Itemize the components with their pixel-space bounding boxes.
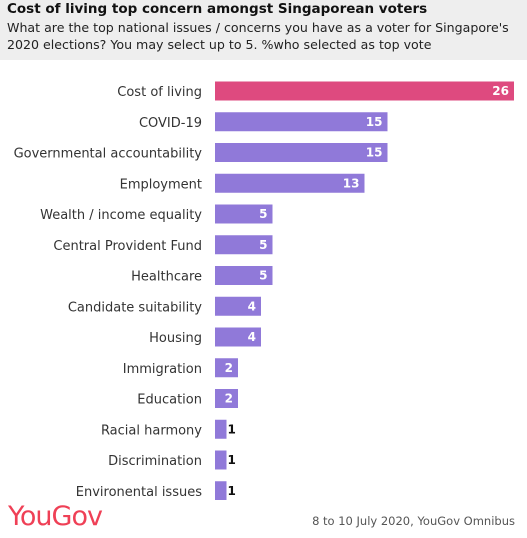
- value-label: 26: [492, 84, 509, 98]
- bar: [215, 358, 238, 378]
- bar: [215, 266, 273, 285]
- value-label: 1: [228, 422, 236, 436]
- chart-subtitle: What are the top national issues / conce…: [7, 20, 509, 52]
- category-label: Candidate suitability: [68, 300, 202, 315]
- value-label: 15: [366, 146, 383, 160]
- bar: [215, 419, 227, 439]
- category-label: Immigration: [123, 362, 202, 377]
- value-label: 13: [343, 176, 360, 190]
- value-label: 2: [225, 392, 233, 406]
- category-label: Cost of living: [117, 85, 202, 100]
- bar: [215, 112, 388, 132]
- value-label: 2: [225, 361, 233, 375]
- source-note: 8 to 10 July 2020, YouGov Omnibus: [312, 514, 515, 528]
- bar: [215, 389, 238, 408]
- category-label: Governmental accountability: [14, 147, 203, 162]
- chart-title: Cost of living top concern amongst Singa…: [7, 1, 428, 17]
- category-label: Employment: [120, 177, 202, 192]
- value-label: 4: [248, 299, 256, 313]
- bar: [215, 173, 365, 193]
- value-label: 5: [259, 207, 267, 221]
- category-label: Wealth / income equality: [40, 208, 202, 223]
- bar: [215, 143, 388, 162]
- category-label: Environental issues: [76, 485, 202, 500]
- category-label: Racial harmony: [101, 423, 202, 438]
- value-label: 4: [248, 330, 256, 344]
- yougov-logo: YouGov: [8, 501, 103, 532]
- bar: [215, 235, 273, 255]
- bar: [215, 81, 514, 101]
- category-label: COVID-19: [139, 116, 202, 131]
- bar: [215, 204, 273, 224]
- category-label: Education: [137, 393, 202, 408]
- category-label: Healthcare: [131, 270, 202, 285]
- bar: [215, 296, 261, 316]
- value-label: 1: [228, 453, 236, 467]
- header-band: Cost of living top concern amongst Singa…: [0, 0, 527, 60]
- bar: [215, 450, 227, 470]
- value-label: 15: [366, 115, 383, 129]
- value-label: 5: [259, 238, 267, 252]
- category-label: Discrimination: [108, 454, 202, 469]
- bar: [215, 327, 261, 347]
- category-label: Central Provident Fund: [53, 239, 202, 254]
- category-label: Housing: [149, 331, 202, 346]
- value-label: 1: [228, 484, 236, 498]
- bar: [215, 481, 227, 500]
- value-label: 5: [259, 269, 267, 283]
